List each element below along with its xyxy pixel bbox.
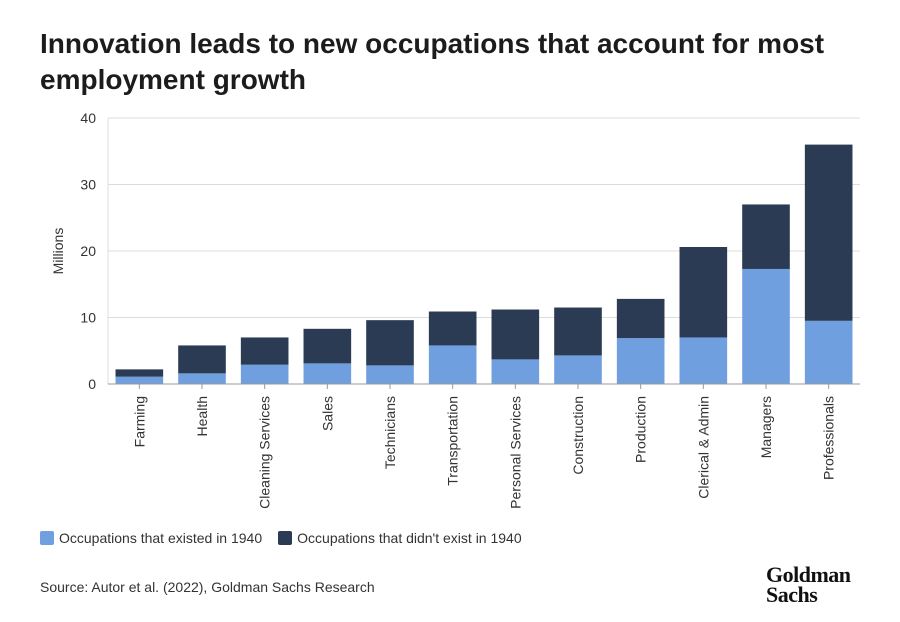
bar-new-11 <box>804 144 853 321</box>
y-tick-label: 40 <box>80 110 96 126</box>
x-tick-label: Cleaning Services <box>257 396 273 509</box>
bar-new-8 <box>616 298 665 339</box>
bar-existed-7 <box>554 355 602 384</box>
y-tick-label: 0 <box>88 376 96 392</box>
bar-existed-1 <box>178 373 226 384</box>
x-tick-label: Technicians <box>382 396 398 469</box>
bar-new-10 <box>742 204 790 269</box>
bar-existed-8 <box>616 338 665 384</box>
bar-new-4 <box>366 320 414 366</box>
x-tick-label: Production <box>633 396 649 463</box>
stacked-bar-chart: 0 10 20 30 40 Millions Farming Health Cleaning S… <box>50 110 860 509</box>
bar-new-7 <box>554 307 602 356</box>
x-tick-label: Sales <box>319 396 335 431</box>
y-axis-label: Millions <box>50 228 66 275</box>
bar-existed-10 <box>742 268 790 384</box>
x-tick-label: Construction <box>570 396 586 475</box>
legend-item-existed: Occupations that existed in 1940 <box>40 530 262 546</box>
bar-existed-9 <box>679 337 728 384</box>
bar-new-1 <box>178 345 226 374</box>
bar-new-2 <box>240 337 289 365</box>
bar-new-6 <box>491 309 540 360</box>
bar-new-9 <box>679 247 728 338</box>
bar-new-3 <box>303 328 352 364</box>
chart-title: Innovation leads to new occupations that… <box>40 28 825 95</box>
x-tick-label: Professionals <box>821 396 837 480</box>
x-tick-label: Transportation <box>445 396 461 486</box>
x-tick-label: Clerical & Admin <box>695 396 711 499</box>
bar-existed-5 <box>428 345 477 384</box>
bar-new-0 <box>115 369 164 377</box>
x-tick-label: Managers <box>758 396 774 458</box>
legend-label-new: Occupations that didn't exist in 1940 <box>297 530 522 546</box>
goldman-sachs-logo: Goldman Sachs <box>766 562 876 607</box>
source-note: Source: Autor et al. (2022), Goldman Sac… <box>40 579 375 595</box>
bar-existed-6 <box>491 359 540 384</box>
x-tick-label: Personal Services <box>507 396 523 509</box>
bar-existed-11 <box>804 320 853 384</box>
bar-existed-3 <box>303 363 352 384</box>
legend-label-existed: Occupations that existed in 1940 <box>59 530 263 546</box>
legend-item-new: Occupations that didn't exist in 1940 <box>278 530 522 546</box>
legend: Occupations that existed in 1940 Occupat… <box>40 530 538 546</box>
legend-swatch-existed <box>40 531 54 545</box>
bar-new-5 <box>428 311 477 346</box>
x-tick-label: Farming <box>131 396 147 447</box>
logo-line-2: Sachs <box>766 582 818 607</box>
logo-line-1: Goldman <box>766 562 851 587</box>
bar-existed-0 <box>115 376 164 384</box>
y-tick-label: 30 <box>80 177 96 193</box>
y-tick-label: 10 <box>80 310 96 326</box>
bar-existed-4 <box>366 365 414 384</box>
x-tick-label: Health <box>194 396 210 436</box>
bar-existed-2 <box>240 364 289 384</box>
legend-swatch-new <box>278 531 293 545</box>
y-tick-label: 20 <box>80 243 96 259</box>
